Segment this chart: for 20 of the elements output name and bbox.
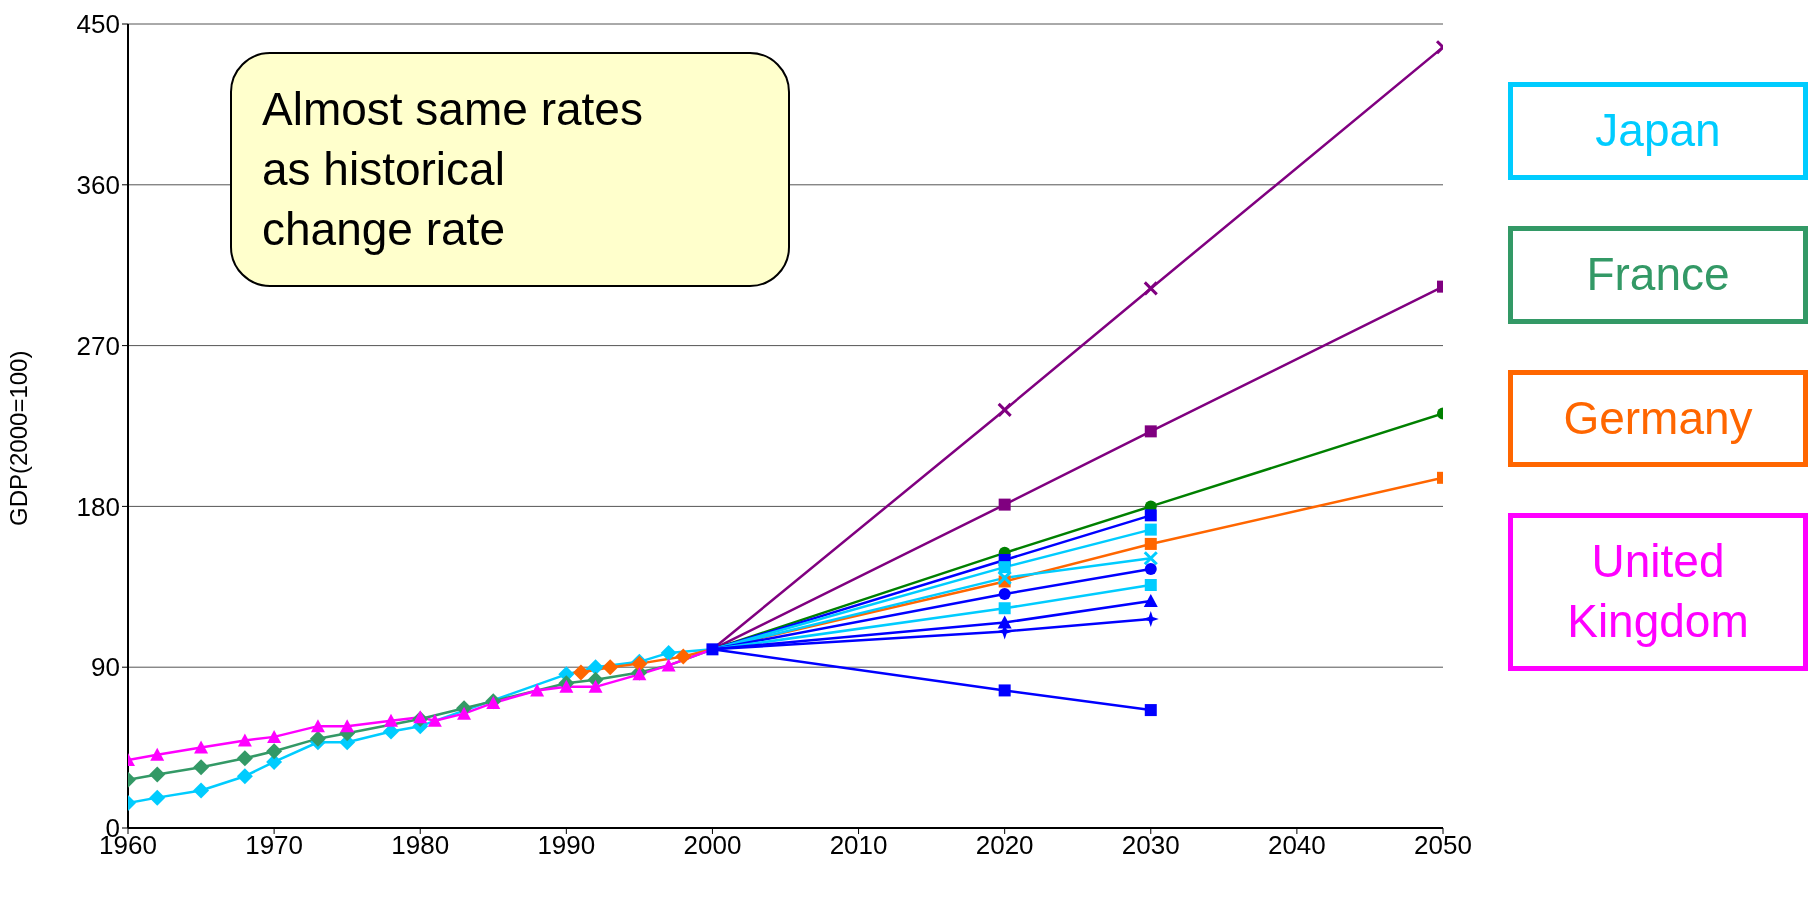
x-tick-label: 2040 [1267,830,1326,861]
text: United Kingdom [1508,513,1808,671]
y-axis-title: GDP(2000=100) [4,350,32,526]
y-tick-label: 450 [76,9,120,40]
text: Germany [1508,369,1808,468]
y-tick-label: 360 [76,170,120,201]
x-tick-label: 2000 [683,830,742,861]
y-tick-label: 270 [76,330,120,361]
x-tick-label: 2050 [1414,830,1472,861]
x-tick-label: 1970 [245,830,304,861]
y-tick-label: 90 [91,652,120,683]
x-tick-label: 2020 [975,830,1034,861]
x-tick-label: 1990 [537,830,596,861]
x-tick-label: 1980 [391,830,450,861]
y-tick-label: 180 [76,491,120,522]
text: Japan [1508,82,1808,180]
x-tick-label: 2010 [829,830,888,861]
text: France [1508,225,1808,324]
x-tick-label: 2030 [1121,830,1180,861]
note-box: Almost same rates as historical change rate [230,52,790,288]
